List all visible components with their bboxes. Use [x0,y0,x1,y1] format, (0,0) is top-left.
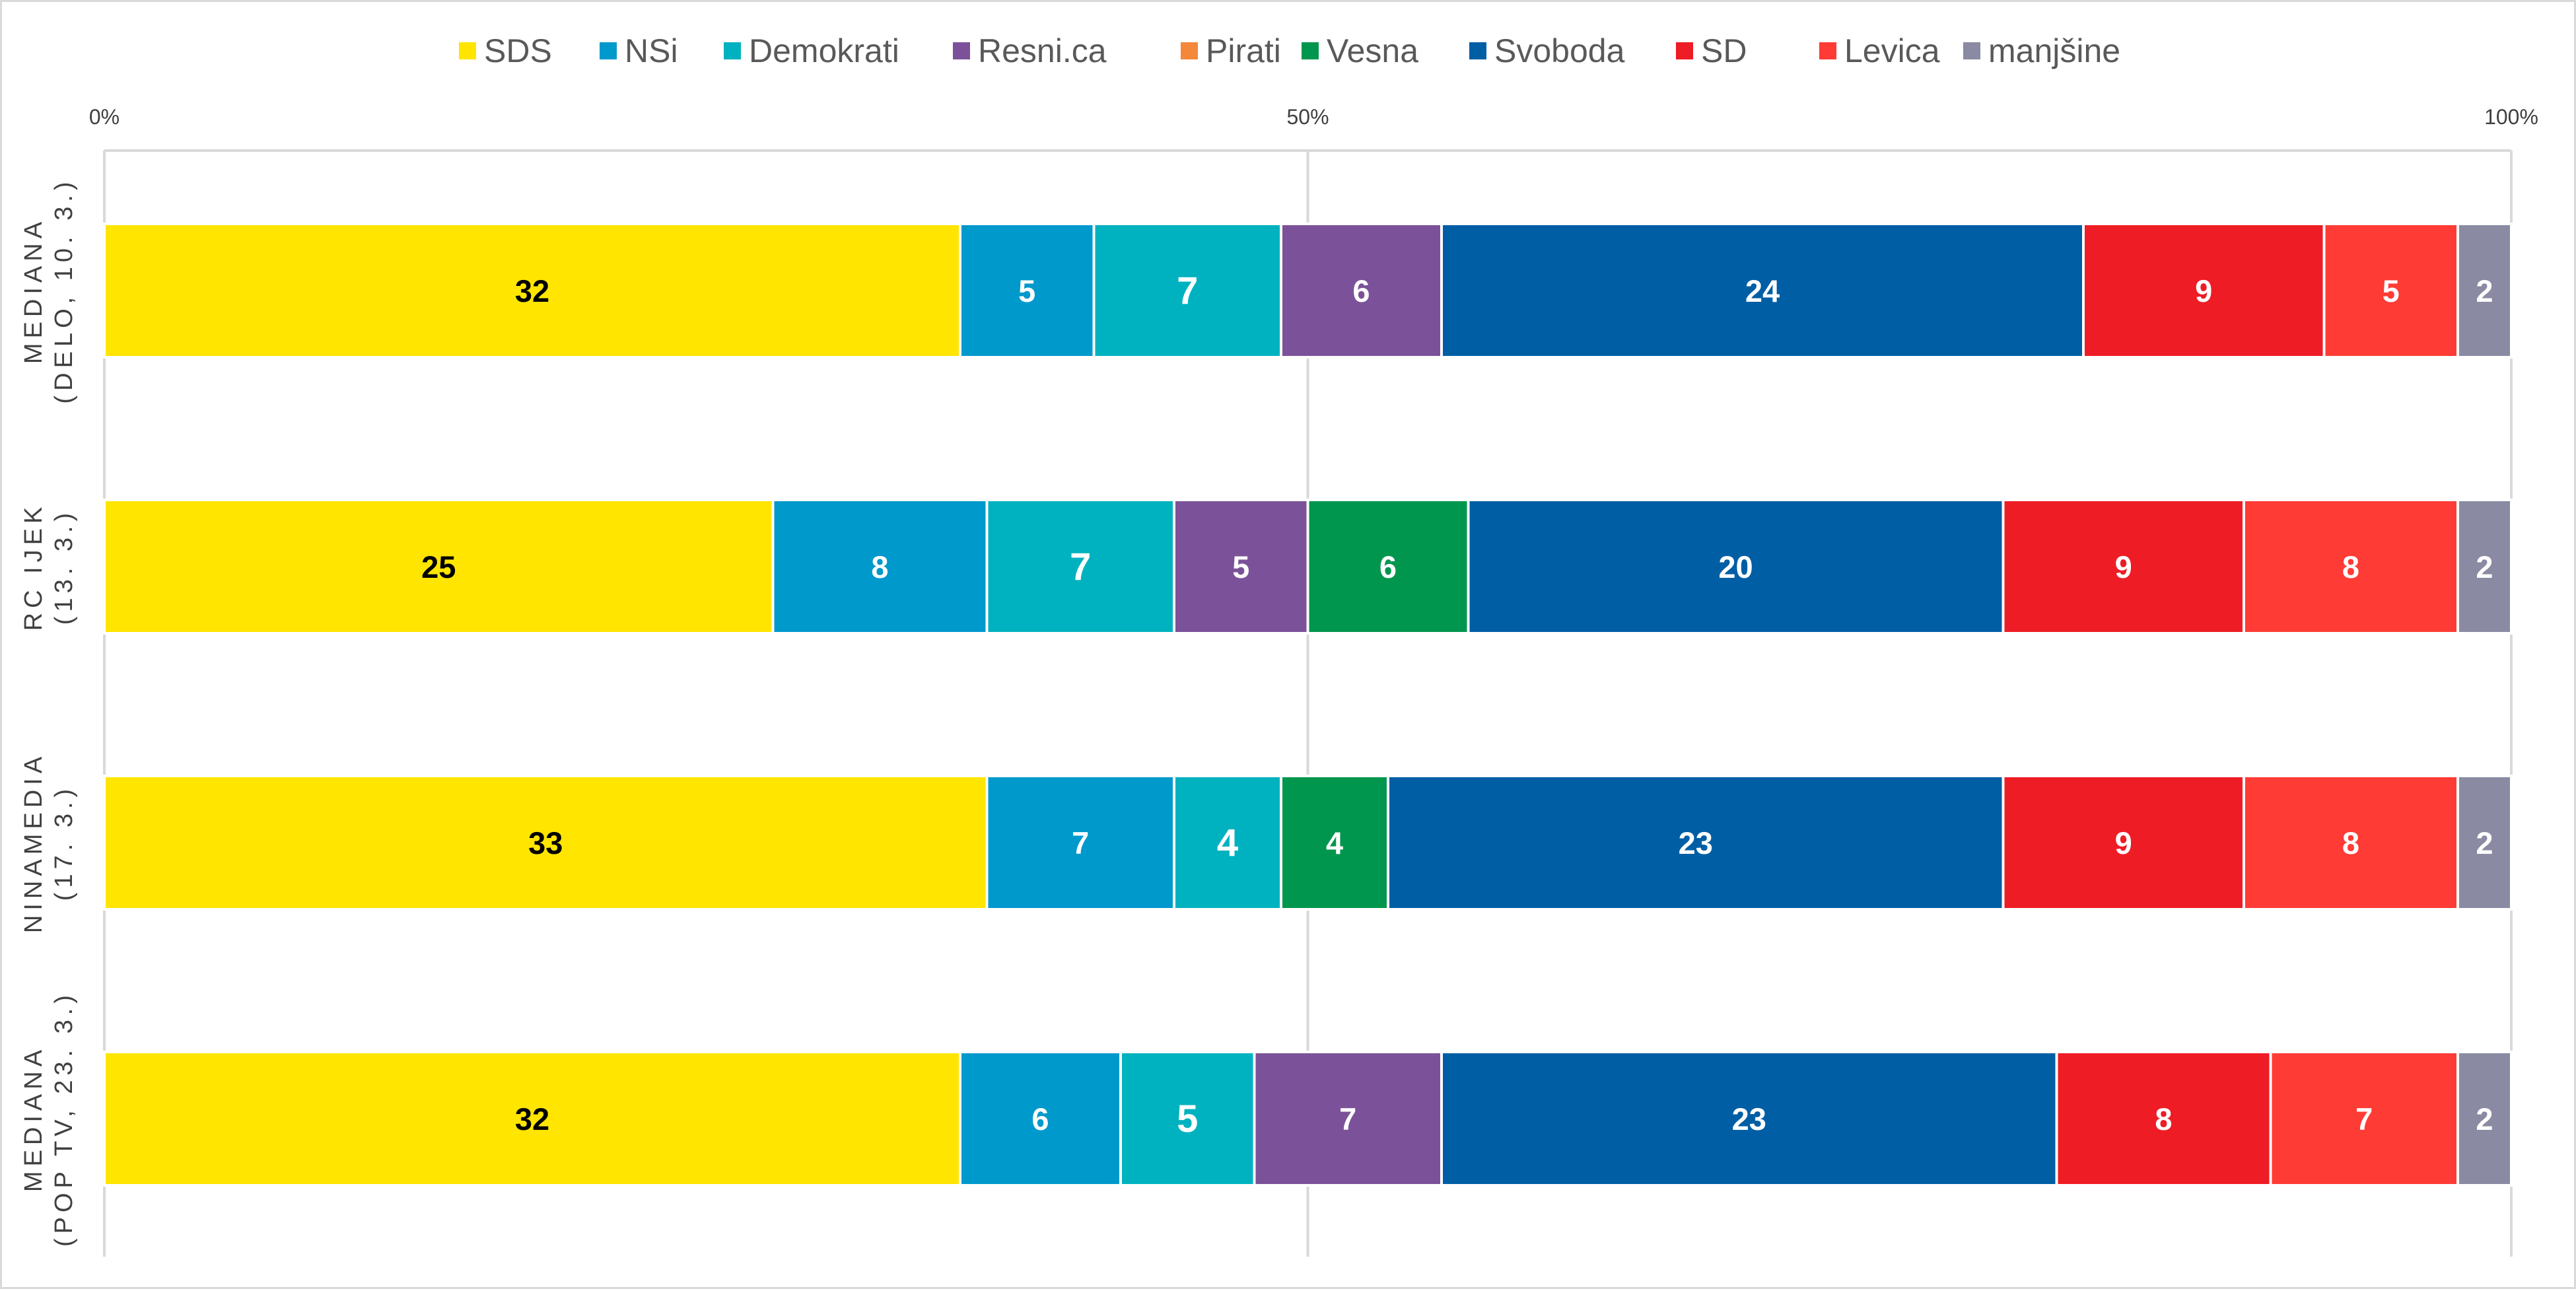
data-label: 5 [2383,273,2400,308]
data-label: 4 [1217,821,1238,864]
x-tick-label: 50% [1286,105,1329,129]
data-label: 32 [515,1101,549,1136]
data-label: 23 [1679,825,1713,860]
data-label: 9 [2195,273,2212,308]
x-tick-label: 0% [89,105,120,129]
category-label-line: (13. 3.) [50,508,78,625]
bar-segment [1280,223,1443,359]
bar-segment [1467,499,2005,635]
legend-label: SD [1701,32,1747,69]
legend-label: manjšine [1988,32,2120,69]
bar-segment [1173,775,1282,911]
data-label: 7 [1072,825,1089,860]
legend-swatch [1302,42,1319,59]
data-label: 9 [2115,549,2132,584]
legend-swatch [1819,42,1836,59]
category-label: MEDIANA (DELO, 10. 3.) [20,178,78,404]
data-label: 7 [2355,1101,2373,1136]
bar-segment [2269,1051,2459,1187]
bar-segment [103,499,775,635]
legend-swatch [600,42,617,59]
legend-swatch [1963,42,1980,59]
bar-segment [1440,223,2085,359]
bar-segment [1253,1051,1443,1187]
bar-segment [2055,1051,2272,1187]
bar-segment [959,223,1096,359]
data-label: 33 [528,825,563,860]
bar-segment [1173,499,1309,635]
legend-swatch [1676,42,1693,59]
legend-label: Demokrati [749,32,899,69]
data-label: 5 [1232,549,1249,584]
legend-label: Resni.ca [978,32,1107,69]
data-label: 23 [1732,1101,1766,1136]
category-label-line: (DELO, 10. 3.) [50,178,78,404]
data-label: 8 [2342,825,2359,860]
legend-swatch [459,42,476,59]
bar-segment [771,499,989,635]
bar-segment [103,775,989,911]
data-label: 20 [1718,549,1753,584]
legend-label: Svoboda [1494,32,1625,69]
data-label: 6 [1352,273,1370,308]
bar-segment [103,223,961,359]
bar-segment [1387,775,2005,911]
data-label: 7 [1177,269,1198,312]
category-label-line: RC IJEK [20,503,48,631]
data-label: 6 [1379,549,1397,584]
x-tick-label: 100% [2484,105,2538,129]
legend-label: Levica [1844,32,1940,69]
bar-segment [1280,775,1389,911]
legend-swatch [953,42,970,59]
data-label: 8 [871,549,888,584]
data-label: 7 [1070,545,1091,588]
bar-segment [985,775,1175,911]
legend-label: Vesna [1327,32,1418,69]
data-label: 5 [1177,1098,1198,1140]
legend-swatch [724,42,741,59]
category-label: MEDIANA (POP TV, 23. 3.) [20,991,78,1247]
data-label: 4 [1326,825,1343,860]
bar-segment [1092,223,1282,359]
data-label: 24 [1745,273,1780,308]
bar-segment [1306,499,1470,635]
category-label-line: MEDIANA [20,217,48,364]
bar-segment [985,499,1175,635]
category-label-line: MEDIANA [20,1045,48,1192]
bar-segment [1119,1051,1256,1187]
bar-segment [2456,775,2513,911]
data-label: 8 [2342,549,2359,584]
data-label: 2 [2476,1101,2493,1136]
data-label: 9 [2115,825,2132,860]
bar-segment [959,1051,1122,1187]
category-label: RC IJEK (13. 3.) [20,503,78,631]
bar-segment [103,1051,961,1187]
legend-swatch [1469,42,1486,59]
data-label: 32 [515,273,549,308]
data-label: 5 [1018,273,1035,308]
data-label: 2 [2476,825,2493,860]
legend-label: SDS [484,32,552,69]
data-label: 7 [1339,1101,1356,1136]
category-label-line: (17. 3.) [50,785,78,901]
bar-segment [1440,1051,2058,1187]
category-label: NINAMEDIA (17. 3.) [20,752,78,933]
data-label: 6 [1031,1101,1049,1136]
legend-label: Pirati [1206,32,1281,69]
data-label: 2 [2476,273,2493,308]
legend-label: NSi [625,32,678,69]
category-label-line: NINAMEDIA [20,752,48,933]
bar-segment [2456,499,2513,635]
data-label: 8 [2155,1101,2172,1136]
data-label: 2 [2476,549,2493,584]
bar-segment [2456,223,2513,359]
bar-segment [2456,1051,2513,1187]
data-label: 25 [421,549,456,584]
bar-segment [2243,775,2459,911]
bar-segment [2082,223,2326,359]
legend-swatch [1181,42,1198,59]
category-label-line: (POP TV, 23. 3.) [50,991,78,1247]
